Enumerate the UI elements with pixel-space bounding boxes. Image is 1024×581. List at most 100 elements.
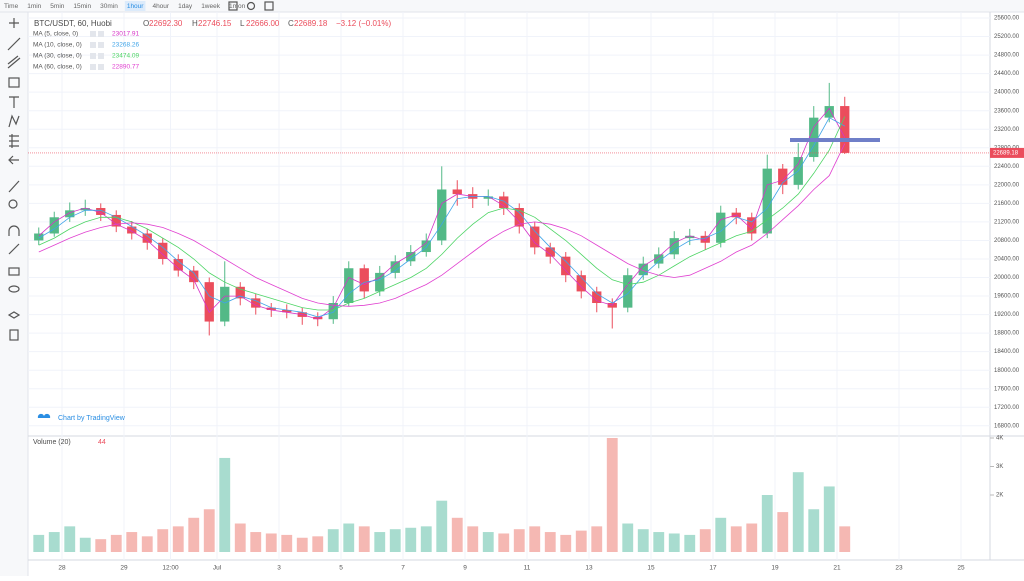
interval-button[interactable]: 15min (73, 3, 91, 10)
trendline-tool[interactable] (7, 37, 21, 51)
volume-bar (684, 534, 696, 552)
x-tick-label: 9 (463, 565, 467, 572)
stay-drawing-tool[interactable] (8, 243, 20, 255)
moving-average-line (38, 107, 846, 320)
zoom-tool[interactable] (8, 199, 18, 209)
volume-tick-label: 4K (996, 436, 1003, 442)
y-tick-label: 20000.00 (994, 275, 1020, 281)
volume-bar (668, 533, 680, 552)
volume-bar (219, 457, 231, 552)
drawing-tools[interactable] (7, 18, 21, 341)
y-tick-label: 24000.00 (994, 90, 1020, 96)
text-tool[interactable] (9, 96, 19, 108)
interval-button[interactable]: 5min (50, 3, 64, 10)
interval-button-bg[interactable] (124, 1, 146, 11)
measure-tool[interactable] (8, 180, 20, 193)
volume-bar (405, 527, 417, 552)
ma-legend-toggle[interactable] (90, 64, 96, 70)
settings-icon[interactable] (246, 1, 256, 11)
candle-body (638, 263, 648, 276)
magnet-tool[interactable] (8, 225, 20, 236)
series (28, 82, 990, 552)
volume-bar (64, 526, 76, 552)
candle-body (654, 254, 664, 264)
toolbar-icons[interactable] (228, 1, 274, 11)
x-tick-label: 21 (833, 565, 841, 572)
interval-button[interactable]: 4hour (152, 3, 169, 10)
volume-bar (792, 472, 804, 552)
interval-button[interactable]: 1week (201, 3, 221, 10)
volume-bar (482, 532, 494, 552)
ma-legend-toggle[interactable] (90, 53, 96, 59)
fullscreen-icon[interactable] (264, 1, 274, 11)
x-tick-label: 13 (585, 565, 593, 572)
watermark[interactable]: Chart by TradingView (58, 415, 126, 422)
y-tick-label: 17200.00 (994, 405, 1020, 411)
shape-tool[interactable] (8, 77, 20, 88)
back-tool[interactable] (8, 155, 19, 165)
delete-tool[interactable] (9, 329, 19, 341)
volume-bar (265, 533, 277, 552)
candle-body (561, 256, 571, 276)
interval-button[interactable]: 30min (100, 3, 118, 10)
ma-legend-toggle[interactable] (98, 31, 104, 37)
interval-button[interactable]: 1day (178, 3, 193, 10)
candle-body (514, 208, 524, 227)
candle-body (421, 240, 431, 253)
user-drawn-level[interactable] (790, 138, 880, 142)
interval-button[interactable]: 1mon (229, 3, 246, 10)
interval-button[interactable]: 1hour (127, 3, 144, 10)
ohlc-value: 22692.30 (149, 19, 183, 28)
last-price-box (990, 147, 1024, 158)
volume-bar (110, 534, 122, 552)
interval-button[interactable]: Time (4, 3, 19, 10)
x-tick-label: 28 (58, 565, 66, 572)
y-tick-label: 16800.00 (994, 423, 1020, 429)
ma-legend-value: 23474.09 (112, 53, 139, 60)
y-tick-label: 25600.00 (994, 16, 1020, 22)
ma-legend-toggle[interactable] (98, 53, 104, 59)
moving-average-line (38, 143, 846, 307)
candle-body (204, 282, 214, 322)
volume-bar (761, 494, 773, 552)
pattern-tool[interactable] (8, 114, 20, 128)
ma-legend-toggle[interactable] (90, 31, 96, 37)
volume-bar (529, 526, 541, 552)
prediction-tool[interactable] (9, 134, 19, 148)
visibility-tool[interactable] (8, 285, 20, 293)
candle-body (545, 247, 555, 257)
volume-bar (327, 529, 339, 552)
ma-legend-toggle[interactable] (98, 64, 104, 70)
volume-bar (203, 509, 215, 552)
ma-legend-value: 22890.77 (112, 64, 139, 71)
candle-body (716, 212, 726, 243)
compare-icon[interactable] (228, 1, 238, 11)
ma-legend-toggle[interactable] (90, 42, 96, 48)
volume-bar (312, 536, 324, 552)
crosshair-tool[interactable] (9, 18, 19, 28)
volume-bar (699, 529, 711, 552)
candle-body (390, 261, 400, 273)
layers-tool[interactable] (7, 311, 21, 319)
ma-legend-name: MA (10, close, 0) (33, 42, 82, 49)
candle-body (266, 307, 276, 310)
volume-bar (808, 509, 820, 552)
volume-bar (513, 529, 525, 552)
y-tick-label: 23200.00 (994, 127, 1020, 133)
interval-button[interactable]: 1min (27, 3, 41, 10)
fib-tool[interactable] (7, 55, 21, 69)
y-tick-label: 21600.00 (994, 201, 1020, 207)
candle-body (747, 217, 757, 234)
volume-bar (296, 537, 308, 552)
y-tick-label: 18400.00 (994, 349, 1020, 355)
lock-tool[interactable] (8, 267, 20, 276)
ma-legend-name: MA (5, close, 0) (33, 31, 78, 38)
volume-bar (451, 517, 463, 552)
volume-bar (823, 486, 835, 552)
x-tick-label: Jul (213, 565, 222, 572)
volume-bar (157, 529, 169, 552)
tradingview-logo (37, 413, 51, 418)
candle-body (406, 252, 416, 262)
ma-legend-toggle[interactable] (98, 42, 104, 48)
